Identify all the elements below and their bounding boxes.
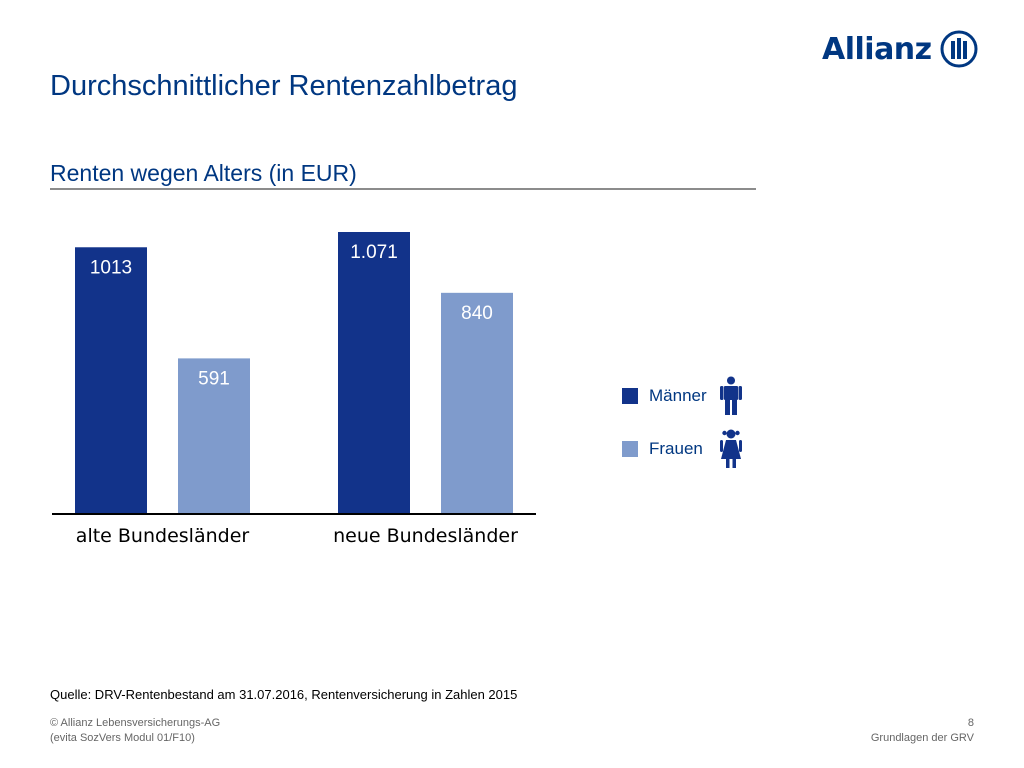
module-text: (evita SozVers Modul 01/F10) [50,732,195,744]
footer-left: © Allianz Lebensversicherungs-AG (evita … [50,716,220,746]
legend-swatch-maenner [622,388,638,404]
bar-frauen-alte-bundesländer [178,358,250,514]
allianz-logo: Allianz [822,26,978,72]
man-icon [720,376,742,415]
allianz-eagle-icon [940,30,978,68]
copyright-text: © Allianz Lebensversicherungs-AG [50,717,221,729]
page-title: Durchschnittlicher Rentenzahlbetrag [50,70,518,102]
category-label-0: alte Bundesländer [76,525,250,547]
legend-item-frauen: Frauen [622,429,743,469]
legend-label-frauen: Frauen [649,439,703,458]
bar-frauen-neue-bundesländer [441,292,513,514]
legend-item-maenner: Männer [622,376,743,416]
section-name: Grundlagen der GRV [870,732,974,744]
footer-right: 8 Grundlagen der GRV [871,716,974,746]
woman-icon [720,429,742,468]
legend-swatch-frauen [622,441,638,457]
page-number: 8 [967,717,974,729]
legend-label-maenner: Männer [649,386,707,405]
source-note: Quelle: DRV-Rentenbestand am 31.07.2016,… [50,687,518,702]
data-label-frauen-alte-bundesländer: 591 [198,368,230,389]
category-label-1: neue Bundesländer [333,525,518,547]
brand-name: Allianz [822,31,932,67]
bar-männer-neue-bundesländer [338,232,410,514]
title-rule [50,188,756,190]
data-label-männer-alte-bundesländer: 1013 [90,257,132,278]
data-label-frauen-neue-bundesländer: 840 [461,303,493,324]
chart-title: Renten wegen Alters (in EUR) [50,160,357,186]
data-label-männer-neue-bundesländer: 1.071 [350,242,398,263]
bar-männer-alte-bundesländer [75,247,147,514]
bar-chart: 1013 591 alte Bundesländer 1.071 840 neue Bun… [52,232,536,547]
